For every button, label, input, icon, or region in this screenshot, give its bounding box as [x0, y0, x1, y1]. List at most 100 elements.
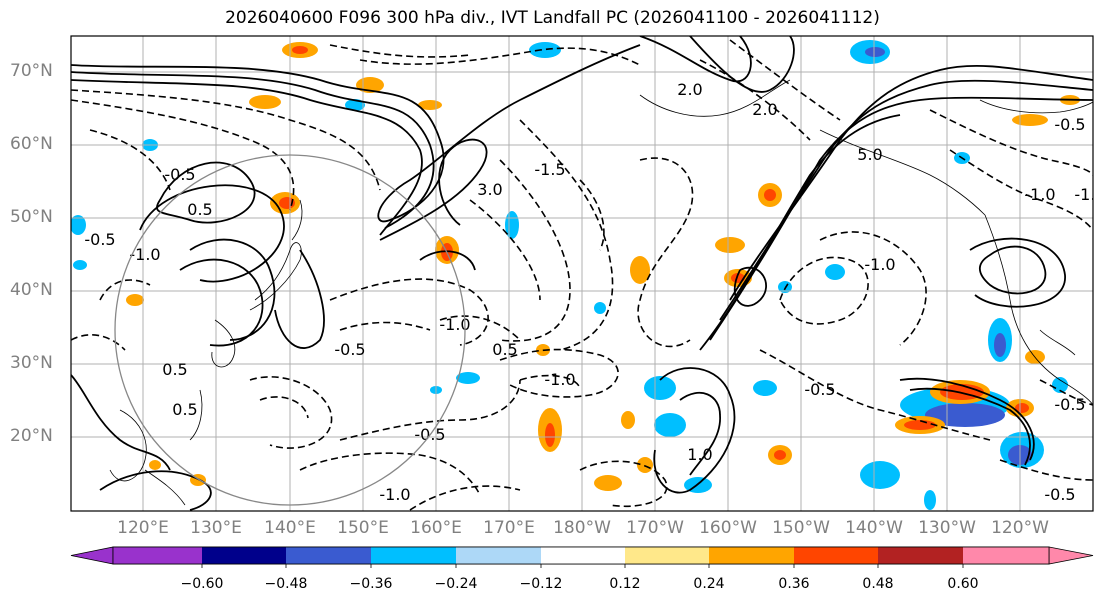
ivt-contour-negative [1039, 379, 1093, 406]
coastline [144, 469, 186, 506]
colorbar-segment [878, 547, 963, 564]
divergence-patch [73, 260, 87, 270]
colorbar-segment [794, 547, 878, 564]
colorbar-segment [371, 547, 456, 564]
lon-label: 160°E [410, 518, 462, 538]
contour-label: 3.0 [477, 180, 502, 199]
contour-label: -0.5 [1054, 115, 1085, 134]
ivt-contour-positive [71, 71, 435, 229]
lon-label: 120°E [117, 518, 169, 538]
coastline [249, 242, 302, 311]
coastline [211, 319, 236, 368]
ivt-contour-negative [339, 321, 431, 331]
coastline [984, 214, 1093, 406]
ivt-contour-positive [639, 36, 752, 83]
divergence-patch [1015, 403, 1029, 413]
contour-label: -0.5 [84, 230, 115, 249]
contour-label: -0.5 [1054, 395, 1085, 414]
colorbar-outline [112, 546, 1050, 565]
ivt-contour-negative [89, 129, 171, 191]
colorbar-extend-high [1048, 546, 1094, 565]
ivt-contour-negative [329, 44, 471, 58]
map-title: 2026040600 F096 300 hPa div., IVT Landfa… [225, 8, 880, 28]
lon-label: 180°W [553, 518, 611, 538]
ivt-contour-negative [699, 59, 811, 141]
lon-label: 170°W [626, 518, 684, 538]
divergence-patch [860, 461, 900, 489]
coastline [109, 409, 147, 482]
ivt-contour-negative [579, 460, 668, 508]
lon-label: 120°W [991, 518, 1049, 538]
contour-label: 0.5 [492, 340, 517, 359]
contour-label: -0.5 [1044, 485, 1075, 504]
ivt-contour-positive [978, 245, 1047, 295]
ivt-contour-negative [71, 334, 126, 351]
ivt-contour-negative [819, 231, 927, 346]
map-frame [70, 35, 1094, 512]
lon-label: 170°E [483, 518, 535, 538]
contour-label: 0.5 [162, 360, 187, 379]
divergence-patch [904, 420, 936, 430]
divergence-patch [594, 475, 622, 491]
ivt-contour-negative [499, 159, 571, 342]
divergence-patch [644, 376, 676, 400]
coastline [1039, 329, 1076, 356]
contour-label: 0.5 [187, 200, 212, 219]
colorbar-tick-label: −0.60 [180, 576, 224, 592]
contour-label: -0.5 [804, 380, 835, 399]
colorbar-segment [113, 547, 202, 564]
ivt-contour-positive [419, 250, 476, 271]
coastline [979, 99, 1093, 114]
ivt-contour-positive [689, 36, 795, 93]
divergence-patch [1052, 377, 1068, 393]
divergence-patch [594, 302, 606, 314]
ivt-contours [71, 36, 1093, 511]
ivt-contour-positive [71, 374, 171, 471]
divergence-patch [1012, 114, 1048, 126]
lon-label: 140°E [264, 518, 316, 538]
lon-label: 160°W [699, 518, 757, 538]
contour-label: 1.0 [687, 445, 712, 464]
coastlines [109, 79, 1093, 506]
divergence-patch [925, 403, 1005, 427]
colorbar-segment [541, 547, 625, 564]
divergence-patch [630, 256, 650, 284]
lon-label: 140°W [845, 518, 903, 538]
ivt-contour-positive [189, 238, 276, 341]
lat-label: 40°N [10, 280, 53, 300]
divergence-patch [924, 490, 936, 510]
divergence-patch [753, 380, 777, 396]
contour-label: -1.0 [1024, 185, 1055, 204]
ivt-contour-negative [579, 179, 605, 251]
ivt-contour-positive [969, 237, 1066, 308]
contour-labels: -0.5 -1.0 -1.5 -1.0 -0.5 -1.0 -0.5 -1.0 -0.5 -0.5… [84, 80, 1105, 504]
divergence-patch [545, 423, 555, 447]
ivt-contour-negative [469, 199, 541, 301]
graticule [71, 36, 1093, 511]
lat-label: 60°N [10, 134, 53, 154]
contour-label: -1.5 [534, 160, 565, 179]
contour-label: -1.0 [129, 245, 160, 264]
contour-label: -1.0 [1074, 185, 1105, 204]
ivt-contour-negative [729, 39, 841, 121]
colorbar-segment [963, 547, 1049, 564]
divergence-patch [654, 413, 686, 437]
contour-label: 0.5 [172, 400, 197, 419]
divergence-patch [764, 189, 776, 201]
colorbar-segment [625, 547, 709, 564]
lon-label: 130°W [918, 518, 976, 538]
divergence-patch [126, 294, 144, 306]
reference-circle [114, 154, 466, 506]
ivt-contour-negative [499, 348, 619, 398]
colorbar-tick-label: −0.48 [264, 576, 308, 592]
colorbar-tick-label: −0.12 [519, 576, 563, 592]
contour-label: 2.0 [752, 100, 777, 119]
ivt-contour-positive [899, 377, 1035, 461]
divergence-patch [292, 46, 308, 54]
ivt-contour-positive [139, 184, 285, 283]
ivt-contour-negative [929, 109, 1093, 176]
colorbar-tick-label: 0.24 [693, 576, 725, 592]
divergence-patch [774, 450, 786, 460]
contour-label: -1.0 [379, 485, 410, 504]
contour-label: -1.0 [439, 315, 470, 334]
